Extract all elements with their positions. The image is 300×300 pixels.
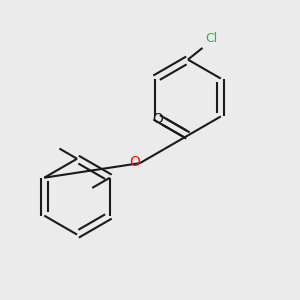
Text: O: O xyxy=(129,155,140,169)
Text: O: O xyxy=(152,112,163,126)
Text: Cl: Cl xyxy=(206,32,218,45)
